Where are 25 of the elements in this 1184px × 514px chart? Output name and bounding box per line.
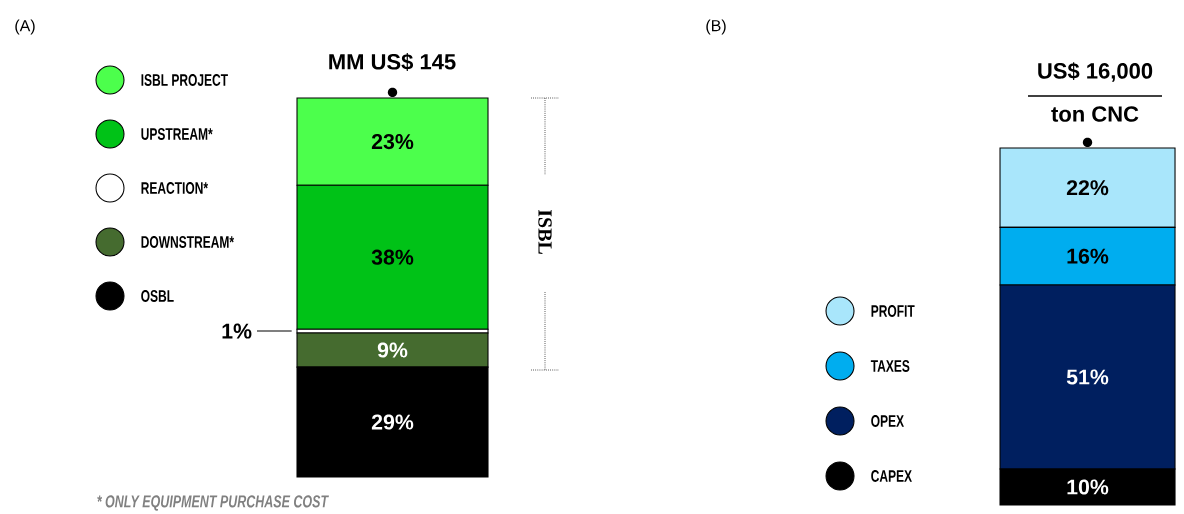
data-label: 29% <box>371 414 414 430</box>
legend-label: TAXES <box>870 360 910 372</box>
legend-label: DOWNSTREAM* <box>141 236 235 248</box>
legend-label: CAPEX <box>871 470 912 482</box>
data-label: 51% <box>1066 369 1109 385</box>
text: * ONLY EQUIPMENT PURCHASE COST <box>97 495 329 511</box>
data-label: 38% <box>371 249 414 265</box>
text: (B) <box>706 19 726 35</box>
data-label: 22% <box>1066 180 1109 196</box>
text: (A) <box>15 19 35 35</box>
legend-label: UPSTREAM* <box>141 128 213 140</box>
data-label: 1% <box>222 323 252 339</box>
legend-label: OPEX <box>871 415 904 427</box>
chart-title: MM US$ 145 <box>329 53 456 71</box>
data-label: 16% <box>1067 248 1109 264</box>
chart-subtitle: ton CNC <box>1051 106 1139 122</box>
data-label: 23% <box>371 134 414 150</box>
legend-label: PROFIT <box>871 305 915 317</box>
legend-label: REACTION* <box>141 182 209 194</box>
text: ISBL <box>538 209 552 254</box>
data-label: 9% <box>377 342 408 358</box>
legend-label: OSBL <box>141 290 174 302</box>
chart-title: US$ 16,000 <box>1038 62 1153 82</box>
legend-label: ISBL PROJECT <box>141 74 228 86</box>
data-label: 10% <box>1067 479 1109 495</box>
